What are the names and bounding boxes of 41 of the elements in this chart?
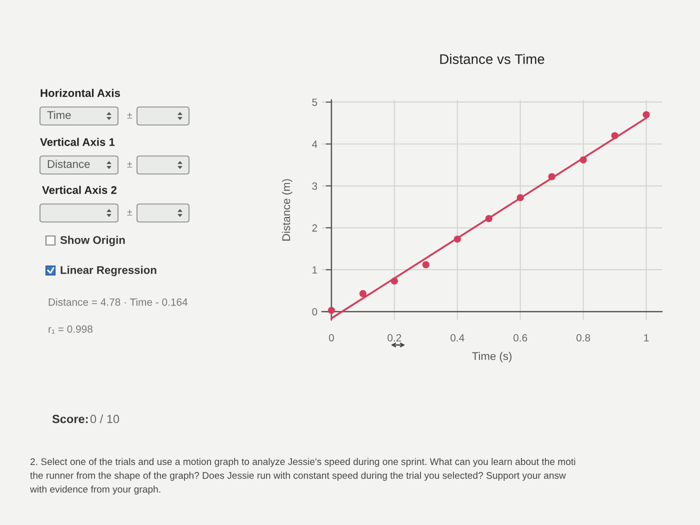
y-tick-label: 3 bbox=[312, 182, 318, 190]
x-tick-label: 0 bbox=[328, 334, 334, 342]
x-tick-label: 1 bbox=[644, 334, 649, 342]
y-tick-label: 2 bbox=[312, 224, 318, 232]
point bbox=[580, 156, 587, 164]
x-tick-label: 0.2 bbox=[388, 334, 402, 342]
chart-title: Distance vs Time bbox=[440, 54, 544, 64]
text: Distance = 4.78 · Time - 0.164 bbox=[48, 298, 188, 306]
x-tick-label: 0.8 bbox=[576, 334, 590, 342]
point bbox=[516, 194, 524, 202]
text: Time bbox=[47, 110, 71, 119]
text: ± bbox=[127, 112, 132, 119]
y-tick-label: 5 bbox=[312, 98, 318, 106]
text: Show Origin bbox=[60, 236, 125, 246]
point bbox=[390, 277, 398, 285]
point bbox=[454, 236, 461, 243]
point bbox=[611, 132, 618, 140]
y-tick-label: 4 bbox=[312, 140, 318, 148]
point bbox=[359, 290, 366, 298]
text: ± bbox=[127, 162, 132, 168]
text: Linear Regression bbox=[60, 266, 156, 276]
y-tick-label: 0 bbox=[312, 308, 318, 316]
text: Vertical Axis 2 bbox=[42, 186, 116, 194]
y-tick-label: 1 bbox=[312, 266, 318, 274]
x-tick-label: 0.4 bbox=[450, 334, 464, 342]
x-axis-title: Time (s) bbox=[472, 352, 512, 362]
point bbox=[642, 111, 650, 118]
text: Score: bbox=[52, 414, 88, 424]
text: 2. Select one of the trials and use a motion graph to analyze Jessie's speed during one sprint. What can you learn about the moti the runner from the shape of the graph? Does Jessie run with constant speed during the trial you selected? Support your answ with evidence from your graph. bbox=[30, 458, 576, 495]
text: Vertical Axis 1 bbox=[40, 138, 115, 146]
text: ± bbox=[127, 210, 132, 216]
text: Distance bbox=[48, 160, 90, 168]
point bbox=[485, 215, 492, 222]
point bbox=[548, 173, 556, 180]
point bbox=[328, 306, 335, 314]
text: Horizontal Axis bbox=[40, 88, 120, 97]
point bbox=[422, 261, 430, 268]
text: 0 / 10 bbox=[90, 414, 120, 424]
x-tick-label: 0.6 bbox=[514, 334, 528, 342]
text: r₁ = 0.998 bbox=[48, 325, 92, 334]
y-axis-title: Distance (m) bbox=[282, 179, 292, 241]
